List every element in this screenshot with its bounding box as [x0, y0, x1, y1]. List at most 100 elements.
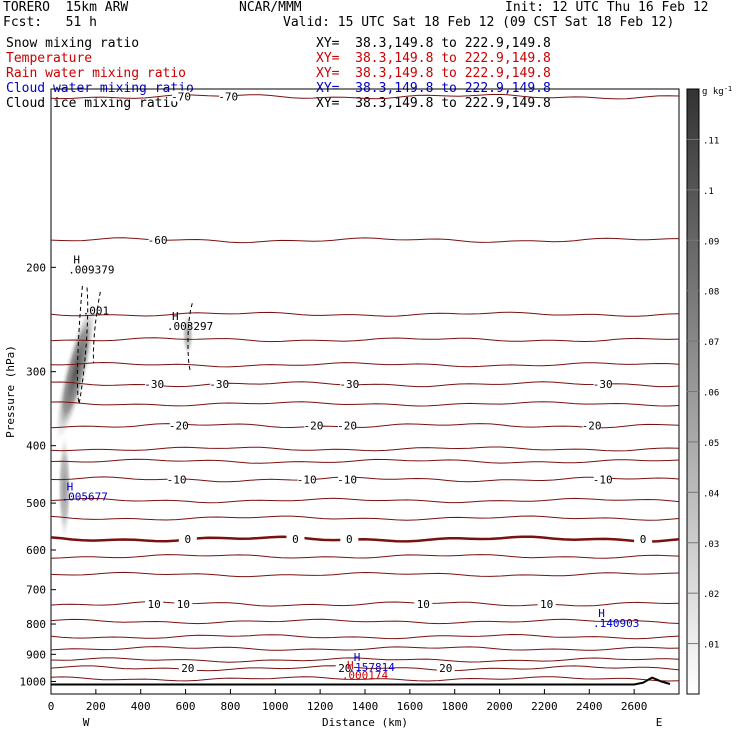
model-name: TORERO 15km ARW [3, 0, 129, 15]
field-xy-temperature: XY= 38.3,149.8 to 222.9,149.8 [316, 51, 551, 66]
maximum-marker: H [73, 254, 80, 267]
axes: 0 200 400 600 800 1000 1200 1400 1600 1800 2000 220… [4, 261, 662, 729]
init-time: Init: 12 UTC Thu 16 Feb 12 [505, 0, 709, 15]
maximum-marker: H [67, 481, 74, 494]
isotherm-line [50, 554, 680, 559]
colorbar-tick-label: .1 [703, 187, 714, 197]
ice-contour [187, 303, 193, 373]
snow-contour [92, 291, 101, 363]
isotherm-label: -20 [169, 420, 189, 433]
maximum-value: .009379 [68, 264, 114, 277]
isotherm-line [50, 311, 680, 317]
isotherm-label: -70 [218, 91, 238, 104]
isotherm-label: -10 [167, 473, 187, 486]
isotherm-label-bg [219, 90, 238, 102]
isotherm-line [50, 665, 680, 672]
snow-contour-label: .001 [83, 304, 110, 317]
maximum-value: .003297 [167, 320, 213, 333]
isotherm-label: 10 [417, 598, 430, 611]
isotherm-line [50, 633, 680, 640]
y-axis-label: Pressure (hPa) [4, 345, 17, 438]
field-label-snow: Snow mixing ratio [6, 36, 140, 51]
maximum-value: .000174 [342, 669, 389, 682]
isotherm-label: 20 [181, 662, 194, 675]
isotherm-label-bg [297, 473, 316, 485]
field-xy-snow: XY= 38.3,149.8 to 222.9,149.8 [316, 36, 551, 51]
isotherm-line [50, 676, 680, 682]
x-axis-label: Distance (km) [322, 716, 408, 729]
colorbar: .01 .02 .03 .04 .05 .06 .07 .08 .09 .1 .11 g kg-1 [686, 85, 732, 695]
maxima-markers: .001H.009379H.003297H.005677H.140903H.15… [61, 254, 639, 682]
y-tick-label: 900 [26, 648, 46, 661]
x-tick-label: 200 [86, 700, 106, 713]
isotherm-label: 0 [292, 533, 299, 546]
isotherm-label: 0 [640, 533, 647, 546]
isotherm-line [50, 497, 680, 504]
maximum-marker: H [598, 607, 605, 620]
field-xy-cloud-ice: XY= 38.3,149.8 to 222.9,149.8 [316, 96, 551, 111]
x-tick-label: 1600 [397, 700, 424, 713]
colorbar-tick-label: .02 [703, 590, 719, 600]
isotherm-label-bg [304, 419, 323, 431]
isotherm-line [50, 337, 680, 343]
maximum-marker: H [347, 659, 354, 672]
isotherm-label: 0 [185, 533, 192, 546]
isotherm-label: -30 [209, 378, 229, 391]
isotherm-label: -30 [144, 378, 164, 391]
colorbar-tick-label: .09 [703, 237, 719, 247]
isotherm-line [50, 93, 680, 100]
isotherm-label: -20 [303, 420, 323, 433]
snow-contour [76, 285, 89, 404]
y-tick-label: 1000 [20, 675, 47, 688]
isotherm-label-bg [593, 473, 612, 485]
x-tick-label: 400 [131, 700, 151, 713]
y-tick-label: 600 [26, 544, 46, 557]
isotherm-label-bg [167, 473, 186, 485]
y-tick-label: 800 [26, 618, 46, 631]
y-tick-label: 500 [26, 497, 46, 510]
colorbar-tick-label: .03 [703, 540, 719, 550]
y-tick-label: 700 [26, 584, 46, 597]
isotherm-label-bg [340, 533, 359, 545]
colorbar-unit: g kg-1 [702, 85, 732, 97]
isotherm-label-bg [178, 662, 197, 674]
isotherm-line [50, 446, 680, 452]
maximum-marker: H [354, 651, 361, 664]
isotherm-label-bg [340, 378, 359, 390]
isotherm-label-bg [338, 419, 357, 431]
isotherm-label-bg [148, 234, 167, 246]
isotherm-label-bg [169, 419, 188, 431]
x-tick-label: 800 [220, 700, 240, 713]
x-tick-label: 2600 [621, 700, 648, 713]
isotherm-label: 20 [338, 662, 351, 675]
isotherm-label-bg [634, 533, 653, 545]
snow-shading [54, 298, 194, 543]
isotherm-line [50, 476, 680, 483]
isotherm-line [50, 401, 680, 407]
valid-time: Valid: 15 UTC Sat 18 Feb 12 (09 CST Sat … [283, 15, 675, 30]
x-tick-label: 2200 [531, 700, 558, 713]
y-tick-label: 300 [26, 366, 46, 379]
x-tick-label: 1400 [352, 700, 379, 713]
colorbar-tick-label: .01 [703, 641, 719, 651]
isotherm-line [50, 423, 680, 429]
isotherm-label-bg [178, 533, 197, 545]
terrain [51, 676, 671, 686]
isotherm-label: -30 [593, 378, 613, 391]
isotherm-label: -30 [339, 378, 359, 391]
snow-shading-core [54, 298, 98, 445]
isotherm-label-bg [414, 597, 433, 609]
isotherm-line [50, 535, 680, 543]
x-tick-label: 1800 [441, 700, 468, 713]
isotherm-label: 0 [346, 533, 353, 546]
isotherm-label: 10 [148, 598, 161, 611]
field-label-temperature: Temperature [6, 51, 93, 66]
forecast-hour: Fcst: 51 h [3, 15, 97, 30]
isotherm-label-bg [210, 378, 229, 390]
isotherm-line [50, 237, 680, 244]
colorbar-tick-label: .04 [703, 489, 719, 499]
isotherm-label: -10 [593, 473, 613, 486]
x-tick-label: 2000 [486, 700, 513, 713]
isotherm-line [50, 571, 680, 578]
